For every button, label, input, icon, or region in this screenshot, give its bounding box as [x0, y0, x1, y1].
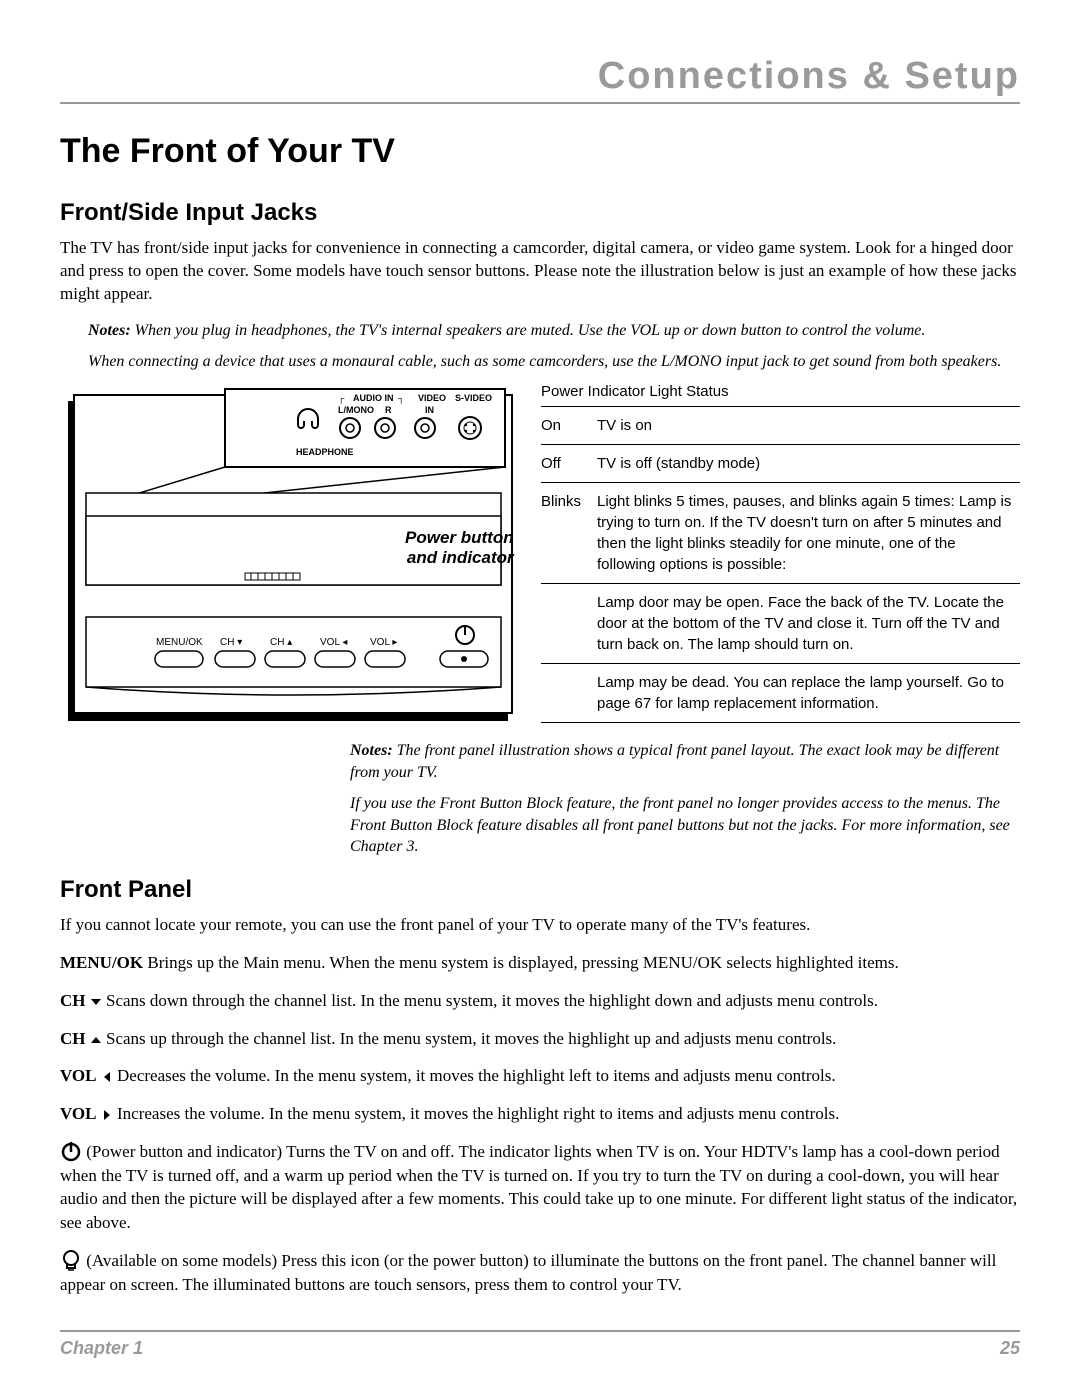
fp-bulb: (Available on some models) Press this ic…	[60, 1249, 1020, 1297]
svg-text:S-VIDEO: S-VIDEO	[455, 393, 492, 403]
status-table: OnTV is on OffTV is off (standby mode) B…	[541, 406, 1020, 723]
note-text: If you use the Front Button Block featur…	[350, 793, 1020, 858]
svg-text:CH ▴: CH ▴	[270, 637, 292, 648]
jacks-intro: The TV has front/side input jacks for co…	[60, 237, 1020, 306]
table-row: OffTV is off (standby mode)	[541, 445, 1020, 483]
svg-text:L/MONO: L/MONO	[338, 405, 374, 415]
note-lead: Notes:	[350, 742, 393, 759]
power-button-label-1: Power button	[405, 528, 514, 548]
table-row: BlinksLight blinks 5 times, pauses, and …	[541, 483, 1020, 584]
table-row: Lamp door may be open. Face the back of …	[541, 584, 1020, 664]
arrow-left-icon	[101, 1071, 113, 1083]
jacks-note-2: When connecting a device that uses a mon…	[60, 351, 1020, 373]
page-number: 25	[1000, 1338, 1020, 1359]
svg-text:MENU/OK: MENU/OK	[156, 637, 203, 648]
page-footer: Chapter 1 25	[60, 1330, 1020, 1359]
jacks-note-1: Notes: When you plug in headphones, the …	[60, 320, 1020, 342]
fp-vol-down: VOL Decreases the volume. In the menu sy…	[60, 1064, 1020, 1088]
jacks-heading: Front/Side Input Jacks	[60, 199, 1020, 227]
fp-ch-up: CH Scans up through the channel list. In…	[60, 1027, 1020, 1051]
svg-text:VIDEO: VIDEO	[418, 393, 446, 403]
svg-text:VOL ▸: VOL ▸	[370, 637, 397, 648]
svg-text:VOL ◂: VOL ◂	[320, 637, 347, 648]
table-row: Lamp may be dead. You can replace the la…	[541, 664, 1020, 723]
svg-text:┌: ┌	[338, 393, 345, 404]
note-text: The front panel illustration shows a typ…	[350, 742, 999, 781]
arrow-down-icon	[90, 996, 102, 1008]
front-panel-heading: Front Panel	[60, 876, 1020, 904]
status-title: Power Indicator Light Status	[541, 383, 1020, 400]
fp-ch-down: CH Scans down through the channel list. …	[60, 989, 1020, 1013]
svg-text:AUDIO IN: AUDIO IN	[353, 393, 394, 403]
fp-power: (Power button and indicator) Turns the T…	[60, 1140, 1020, 1235]
notes-right: Notes: The front panel illustration show…	[350, 740, 1020, 858]
note-text: When you plug in headphones, the TV's in…	[131, 322, 926, 339]
arrow-right-icon	[101, 1109, 113, 1121]
table-row: OnTV is on	[541, 407, 1020, 445]
section-header: Connections & Setup	[60, 55, 1020, 104]
svg-text:CH ▾: CH ▾	[220, 637, 242, 648]
svg-text:R: R	[385, 405, 392, 415]
fp-vol-up: VOL Increases the volume. In the menu sy…	[60, 1102, 1020, 1126]
chapter-label: Chapter 1	[60, 1338, 143, 1359]
page-title: The Front of Your TV	[60, 132, 1020, 171]
power-button-label-2: and indicator	[405, 548, 514, 568]
svg-text:┐: ┐	[398, 393, 404, 404]
note-lead: Notes:	[88, 322, 131, 339]
bulb-icon	[60, 1249, 82, 1271]
svg-text:HEADPHONE: HEADPHONE	[296, 447, 354, 457]
power-icon	[60, 1140, 82, 1162]
svg-text:IN: IN	[425, 405, 434, 415]
fp-menu: MENU/OK Brings up the Main menu. When th…	[60, 951, 1020, 975]
front-panel-intro: If you cannot locate your remote, you ca…	[60, 914, 1020, 937]
arrow-up-icon	[90, 1034, 102, 1046]
